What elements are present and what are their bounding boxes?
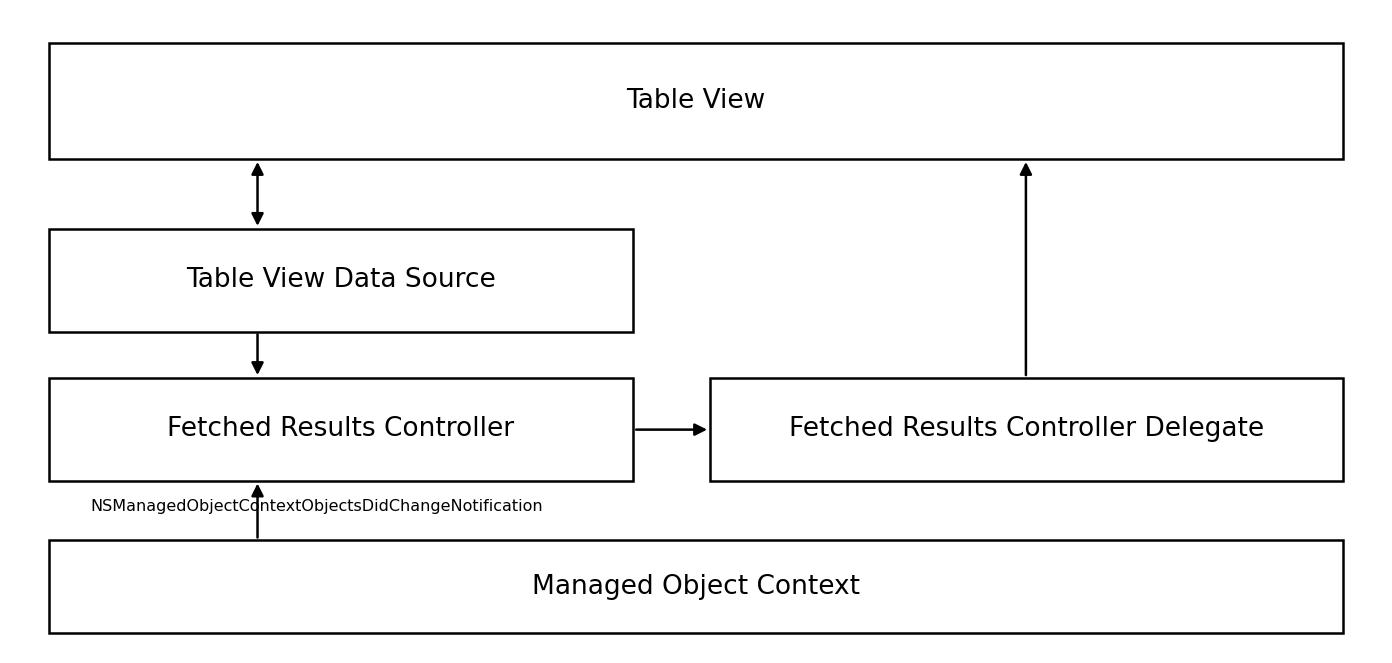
FancyBboxPatch shape: [710, 378, 1343, 481]
Text: NSManagedObjectContextObjectsDidChangeNotification: NSManagedObjectContextObjectsDidChangeNo…: [90, 499, 543, 514]
Text: Fetched Results Controller Delegate: Fetched Results Controller Delegate: [789, 416, 1264, 442]
Text: Table View: Table View: [626, 88, 766, 114]
Text: Managed Object Context: Managed Object Context: [532, 573, 860, 600]
FancyBboxPatch shape: [49, 540, 1343, 633]
Text: Table View Data Source: Table View Data Source: [187, 267, 496, 293]
FancyBboxPatch shape: [49, 378, 633, 481]
FancyBboxPatch shape: [49, 43, 1343, 159]
FancyBboxPatch shape: [49, 229, 633, 332]
Text: Fetched Results Controller: Fetched Results Controller: [167, 416, 515, 442]
